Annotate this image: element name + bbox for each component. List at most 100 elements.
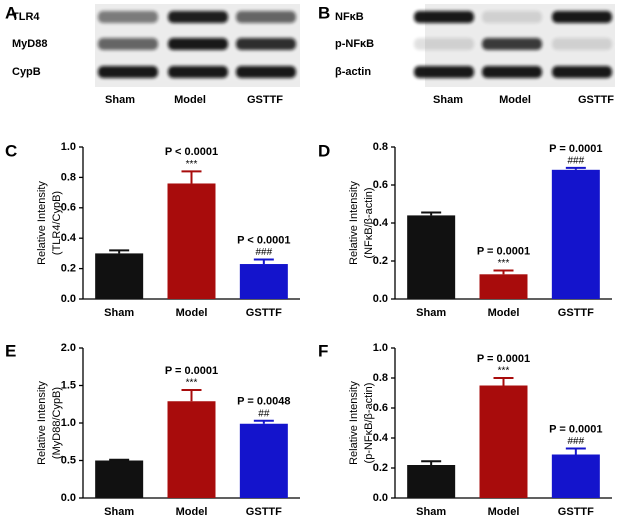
y-axis-label: Relative Intensity <box>36 381 48 465</box>
bar <box>551 454 600 498</box>
y-tick-label: 0.6 <box>61 202 76 214</box>
significance-marker: ### <box>567 436 584 447</box>
blot-band <box>482 38 542 50</box>
p-value-label: P = 0.0001 <box>165 365 218 377</box>
x-tick-label: Model <box>488 506 520 518</box>
x-tick-label: Sham <box>104 307 134 319</box>
y-tick-label: 0.6 <box>373 402 388 414</box>
y-tick-label: 0.8 <box>61 171 76 183</box>
significance-marker: *** <box>498 258 510 269</box>
y-tick-label: 0.6 <box>373 179 388 191</box>
y-axis-label: (TLR4/CypB) <box>51 191 63 255</box>
panel-letter: D <box>318 141 330 160</box>
blot-band <box>98 38 158 50</box>
bar <box>167 183 216 299</box>
lane-label: GSTTF <box>578 94 614 106</box>
y-tick-label: 0.0 <box>373 293 388 305</box>
y-axis-label: (NFκB/β-actin) <box>363 187 375 258</box>
bar <box>407 215 456 299</box>
y-tick-label: 0.0 <box>373 492 388 504</box>
p-value-label: P < 0.0001 <box>165 146 218 158</box>
y-axis-label: (p-NFκB/β-actin) <box>363 383 375 464</box>
x-tick-label: Model <box>488 307 520 319</box>
y-tick-label: 1.0 <box>61 141 76 153</box>
panel-letter: C <box>5 141 17 160</box>
blot-band <box>414 66 474 78</box>
p-value-label: P = 0.0001 <box>477 245 530 257</box>
y-tick-label: 0.2 <box>373 462 388 474</box>
bar <box>239 423 288 498</box>
blot-band <box>482 11 542 23</box>
y-axis-label: Relative Intensity <box>36 181 48 265</box>
blot-row-label: TLR4 <box>12 11 40 23</box>
blot-band <box>414 11 474 23</box>
p-value-label: P = 0.0001 <box>549 423 602 435</box>
blot-row-label: p-NFκB <box>335 38 374 50</box>
panel-letter: A <box>5 3 17 22</box>
y-tick-label: 0.4 <box>61 232 77 244</box>
x-tick-label: Sham <box>416 506 446 518</box>
blot-band <box>482 66 542 78</box>
y-tick-label: 0.8 <box>373 141 388 153</box>
y-tick-label: 0.2 <box>373 255 388 267</box>
y-tick-label: 0.8 <box>373 372 388 384</box>
x-tick-label: GSTTF <box>246 506 282 518</box>
p-value-label: P = 0.0001 <box>549 143 602 155</box>
lane-label: GSTTF <box>247 94 283 106</box>
bar <box>167 401 216 498</box>
significance-marker: ### <box>567 156 584 167</box>
bar <box>95 253 144 299</box>
p-value-label: P = 0.0001 <box>477 353 530 365</box>
bar <box>95 460 144 498</box>
blot-band <box>552 11 612 23</box>
y-tick-label: 0.0 <box>61 492 76 504</box>
lane-label: Model <box>174 94 206 106</box>
x-tick-label: GSTTF <box>246 307 282 319</box>
significance-marker: ## <box>258 408 270 419</box>
blot-band <box>168 11 228 23</box>
blot-band <box>236 11 296 23</box>
x-tick-label: Model <box>176 307 208 319</box>
lane-label: Sham <box>433 94 463 106</box>
lane-label: Sham <box>105 94 135 106</box>
panel-letter: B <box>318 3 330 22</box>
blot-band <box>552 38 612 50</box>
y-axis-label: Relative Intensity <box>348 381 360 465</box>
y-tick-label: 0.2 <box>61 263 76 275</box>
x-tick-label: Sham <box>104 506 134 518</box>
y-axis-label: (MyD88/CypB) <box>51 387 63 459</box>
x-tick-label: GSTTF <box>558 307 594 319</box>
x-tick-label: GSTTF <box>558 506 594 518</box>
y-tick-label: 0.5 <box>61 454 76 466</box>
y-tick-label: 0.4 <box>373 432 389 444</box>
y-tick-label: 1.5 <box>61 379 76 391</box>
bar <box>239 264 288 299</box>
p-value-label: P < 0.0001 <box>237 234 290 246</box>
blot-row-label: MyD88 <box>12 38 47 50</box>
blot-row-label: NFκB <box>335 11 364 23</box>
blot-band <box>236 38 296 50</box>
blot-band <box>98 11 158 23</box>
blot-row-label: β-actin <box>335 66 371 78</box>
blot-band <box>168 66 228 78</box>
panel-letter: F <box>318 341 328 360</box>
significance-marker: *** <box>186 159 198 170</box>
y-tick-label: 1.0 <box>61 417 76 429</box>
blot-band <box>236 66 296 78</box>
x-tick-label: Sham <box>416 307 446 319</box>
y-tick-label: 1.0 <box>373 342 388 354</box>
x-tick-label: Model <box>176 506 208 518</box>
lane-label: Model <box>499 94 531 106</box>
bar <box>479 274 528 299</box>
y-axis-label: Relative Intensity <box>348 181 360 265</box>
panel-letter: E <box>5 341 16 360</box>
blot-band <box>168 38 228 50</box>
significance-marker: ### <box>255 247 272 258</box>
significance-marker: *** <box>186 378 198 389</box>
p-value-label: P = 0.0048 <box>237 396 290 408</box>
y-tick-label: 0.0 <box>61 293 76 305</box>
blot-band <box>552 66 612 78</box>
bar <box>407 465 456 498</box>
blot-row-label: CypB <box>12 66 41 78</box>
